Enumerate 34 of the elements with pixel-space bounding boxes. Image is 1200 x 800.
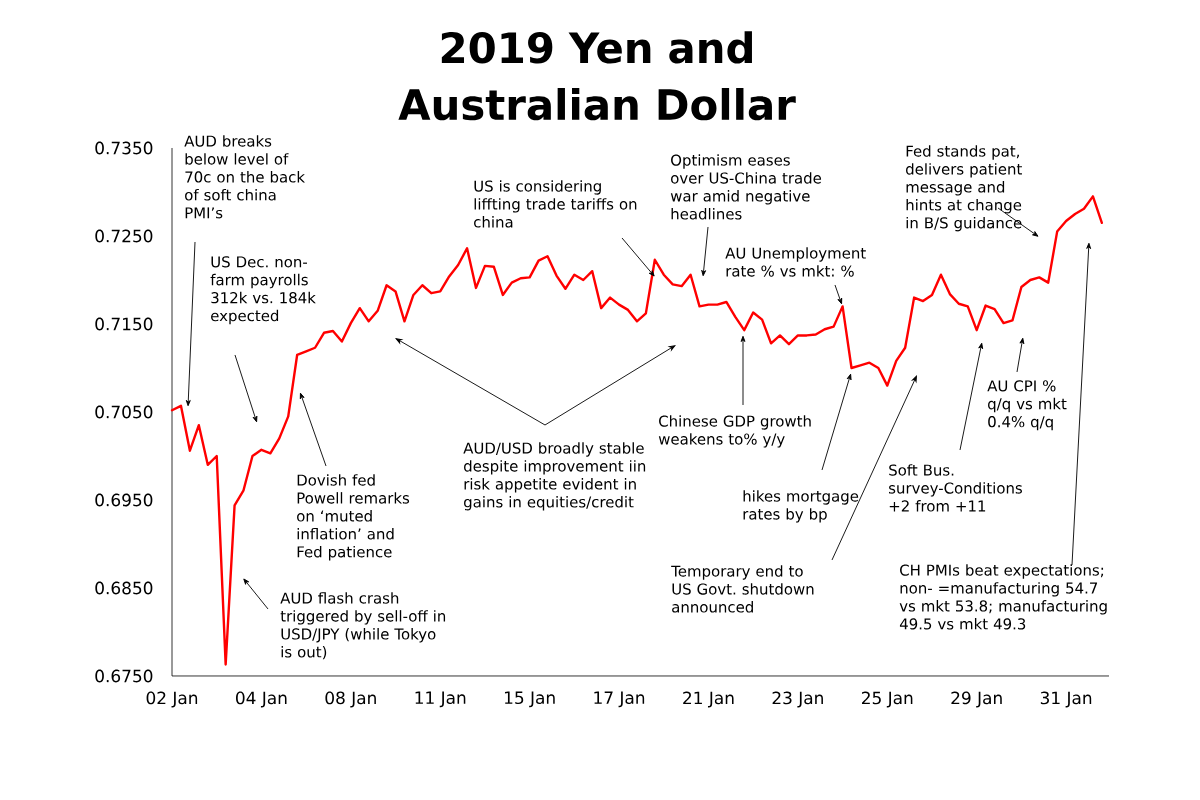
y-tick-label: 0.7250	[95, 229, 153, 243]
y-tick-label: 0.7150	[95, 317, 153, 331]
x-tick-label: 29 Jan	[951, 691, 1002, 708]
y-tick-label: 0.6950	[95, 493, 153, 507]
y-tick-label: 0.7350	[95, 141, 153, 155]
x-tick-label: 04 Jan	[236, 691, 287, 708]
y-tick-label: 0.6750	[95, 669, 153, 683]
x-tick-label: 08 Jan	[325, 691, 376, 708]
annotation: AUD breaks below level of 70c on the back of soft china PMI’s	[184, 135, 305, 219]
x-tick-label: 17 Jan	[594, 691, 645, 708]
annotation: Temporary end to US Govt. shutdown announced	[671, 565, 814, 613]
annotation: Dovish fed Powell remarks on ‘muted inflation’ and Fed patience	[297, 474, 410, 561]
x-tick-label: 25 Jan	[861, 691, 913, 708]
y-tick-label: 0.7050	[95, 405, 153, 419]
annotation: CH PMIs beat expectations; non- =manufacturing 54.7 vs mkt 53.8; manufacturing 49.5 vs mkt 49.3	[899, 564, 1107, 630]
annotation: hikes mortgage rates by bp	[743, 490, 859, 523]
x-tick-label: 31 Jan	[1040, 691, 1092, 708]
x-tick-label: 21 Jan	[683, 691, 734, 708]
annotation: AU CPI % q/q vs mkt 0.4% q/q	[987, 380, 1067, 431]
annotation: US Dec. non-farm payrolls 312k vs. 184k expected	[210, 256, 316, 325]
x-tick-label: 11 Jan	[415, 691, 466, 708]
annotation: AUD flash crash triggered by sell-off in USD/JPY (while Tokyo is out)	[280, 592, 446, 660]
x-tick-label: 23 Jan	[772, 691, 823, 708]
x-tick-label: 15 Jan	[504, 691, 555, 708]
annotation: Optimism eases over US-China trade war amid negative headlines	[670, 154, 822, 220]
x-tick-label: 02 Jan	[146, 691, 198, 708]
chart-title: 2019 Yen and Australian Dollar	[398, 31, 796, 121]
annotation: Soft Bus. survey-Conditions +2 from +11	[889, 464, 1022, 512]
y-tick-label: 0.6850	[95, 581, 153, 595]
annotation: Fed stands pat, delivers patient message and hints at change in B/S guidance	[906, 145, 1022, 232]
annotation: AUD/USD broadly stable despite improvement iin risk appetite evident in gains in equities/credit	[463, 442, 646, 511]
annotation: AU Unemployment rate % vs mkt: %	[725, 247, 866, 277]
annotation: US is considering liffting trade tariffs on china	[474, 180, 637, 228]
annotation: Chinese GDP growth weakens to% y/y	[658, 415, 811, 448]
